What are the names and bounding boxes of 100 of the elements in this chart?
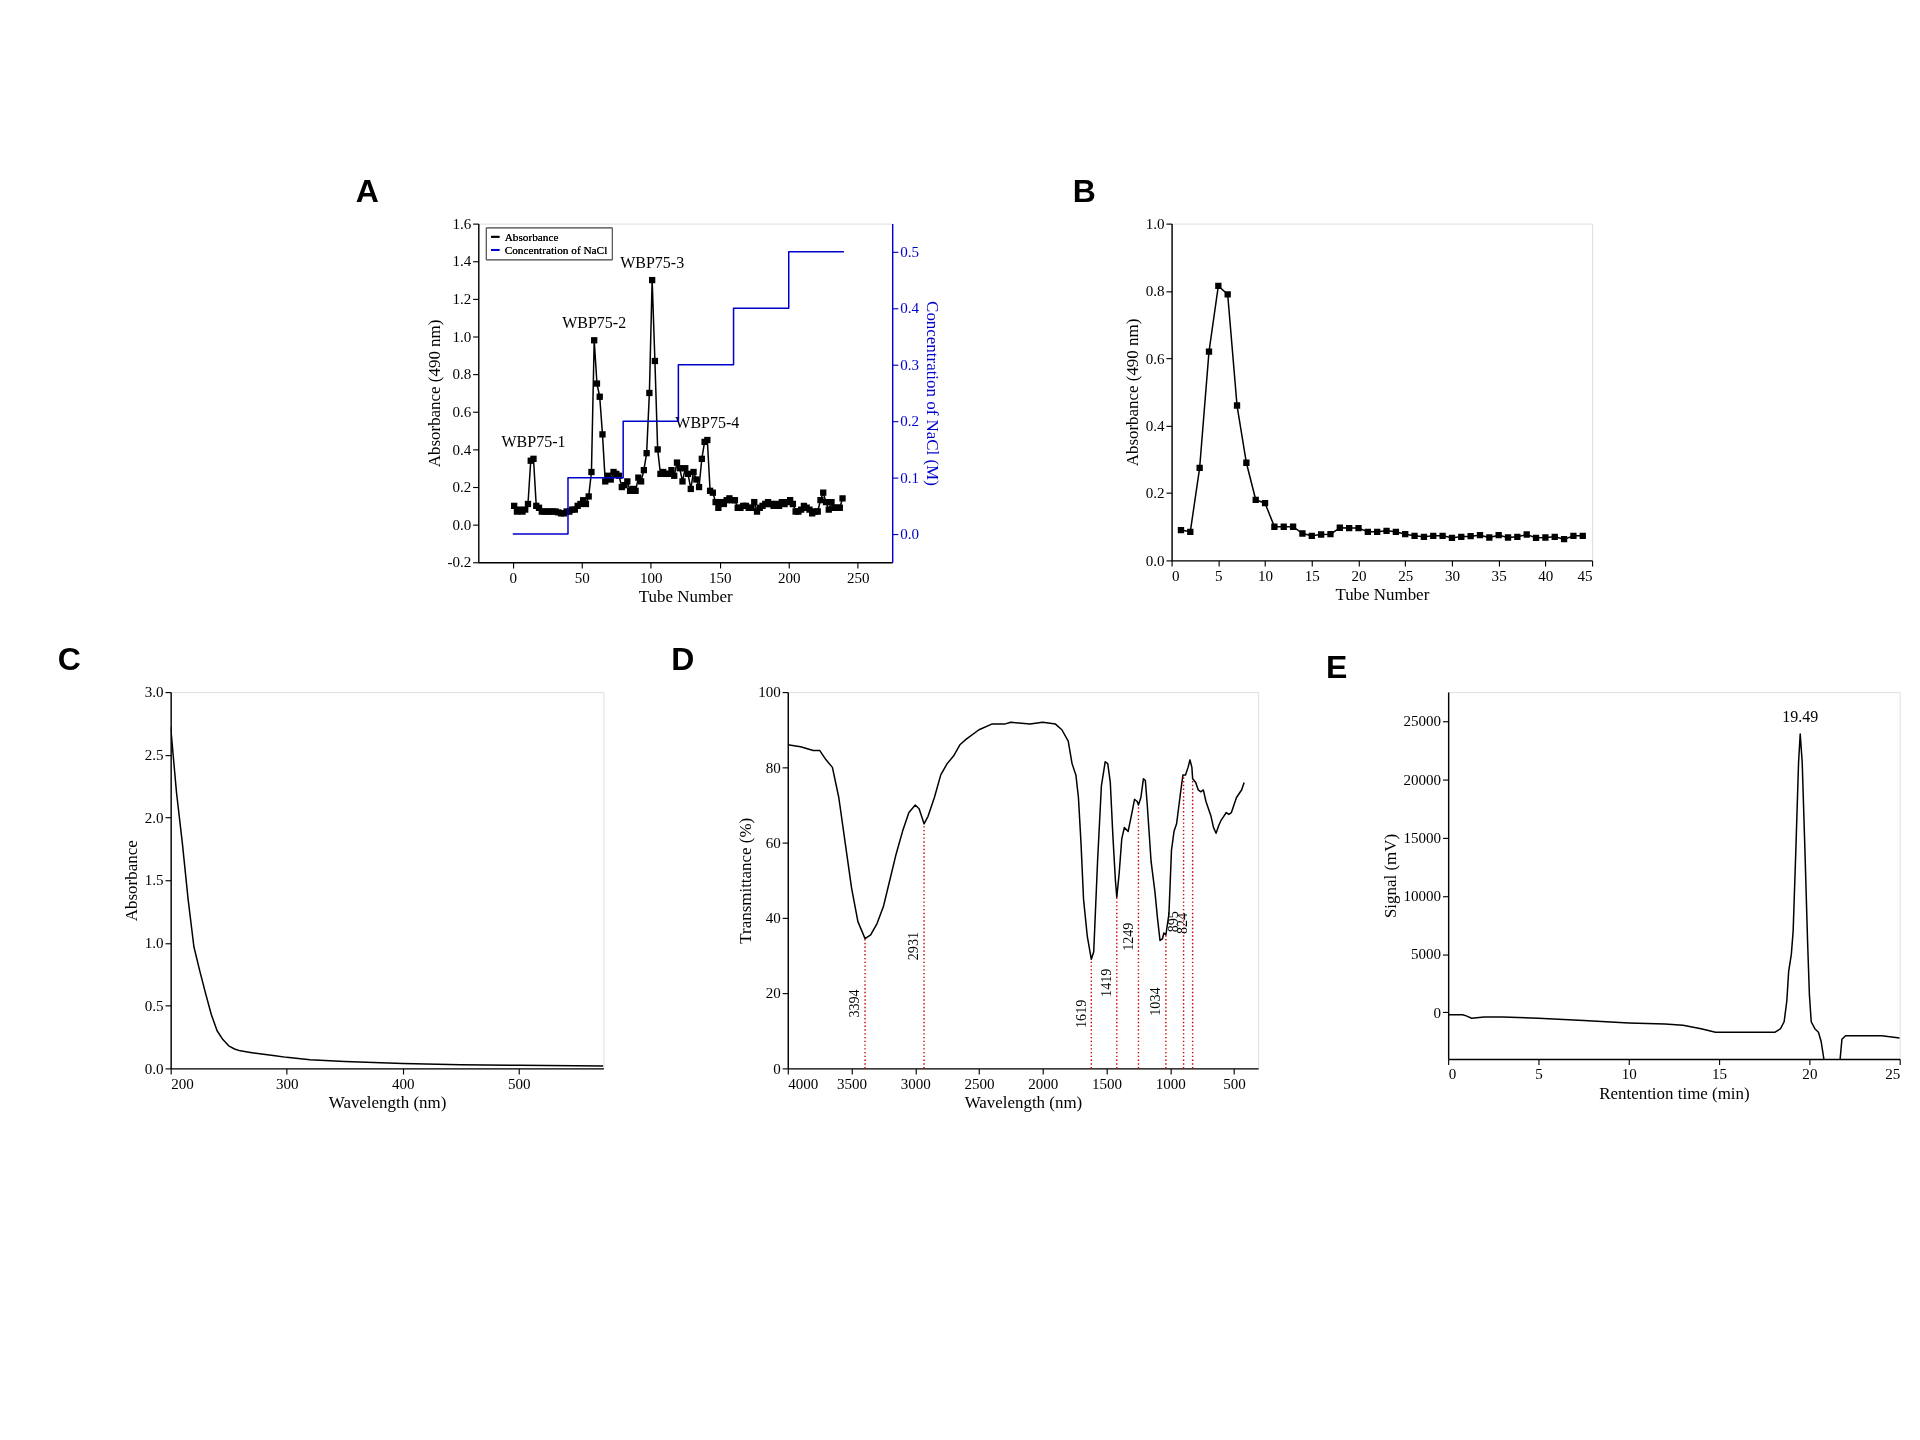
y-tick-label: 0.0: [452, 516, 472, 533]
y-axis-title: Absorbance: [122, 840, 142, 922]
point: [1271, 523, 1278, 530]
y2-tick-label: 0.5: [900, 244, 920, 261]
annotation: 19.49: [1782, 707, 1819, 725]
point: [1486, 534, 1493, 541]
point: [1523, 531, 1530, 538]
y-tick-label: 5000: [1411, 946, 1442, 963]
y-tick-label: 0.5: [144, 997, 164, 1014]
point: [1467, 533, 1474, 540]
point: [1308, 532, 1315, 539]
x-axis-title: Rentention time (min): [1599, 1083, 1750, 1103]
x-tick-label: 40: [1538, 567, 1554, 584]
y-axis-title: Absorbance (490 nm): [1123, 318, 1143, 467]
point: [1355, 524, 1362, 532]
x-tick-label: 400: [391, 1075, 415, 1092]
annotation: WBP75-3: [620, 253, 685, 271]
y-tick-label: 1.6: [452, 215, 472, 232]
chart-title: D: [671, 641, 695, 678]
point: [1570, 532, 1577, 539]
point: [1383, 527, 1390, 534]
x-tick-label: 20: [1802, 1066, 1818, 1083]
x-tick-label: 25: [1885, 1066, 1901, 1083]
ref-line-label: 1034: [1147, 987, 1164, 1016]
x-tick-label: 0: [1172, 567, 1180, 584]
y-tick-label: 2.5: [144, 747, 164, 764]
x-tick-label: 0: [1448, 1066, 1457, 1083]
y-axis-title: Signal (mV): [1380, 833, 1400, 919]
x-tick-label: 30: [1444, 567, 1460, 584]
x-tick-label: 0: [509, 569, 518, 586]
x-tick-label: 1000: [1155, 1075, 1186, 1092]
x-axis-title: Tube Number: [1335, 585, 1430, 605]
y-tick-label: 1.0: [1145, 215, 1165, 232]
point: [1289, 523, 1297, 530]
legend-label: Concentration of NaCl: [504, 243, 608, 256]
y-axis-title: Transmittance (%): [735, 817, 755, 944]
point: [1532, 534, 1540, 542]
y-tick-label: 1.0: [452, 328, 472, 345]
x-tick-label: 5: [1215, 567, 1223, 584]
point: [1336, 524, 1343, 531]
point: [1458, 533, 1465, 540]
point: [1346, 524, 1353, 532]
y-tick-label: 40: [765, 910, 781, 927]
x-tick-label: 15: [1712, 1066, 1728, 1083]
x-tick-label: 200: [777, 569, 801, 586]
annotation: WBP75-4: [675, 413, 740, 431]
point: [1261, 500, 1269, 507]
x-tick-label: 5: [1535, 1066, 1543, 1083]
chart-title: A: [355, 173, 379, 210]
ref-line-label: 1419: [1098, 968, 1115, 997]
point: [1280, 523, 1287, 530]
y2-tick-label: 0.1: [900, 469, 920, 486]
annotation: WBP75-2: [562, 314, 627, 332]
y-tick-label: 60: [765, 834, 781, 851]
point: [1495, 532, 1502, 539]
point: [1579, 532, 1586, 539]
point: [1402, 531, 1409, 538]
point: [1439, 532, 1446, 539]
y-tick-label: 0.8: [1145, 283, 1165, 300]
point: [1448, 534, 1456, 542]
y2-tick-label: 0.4: [900, 300, 920, 317]
point: [1430, 532, 1437, 539]
point: [1476, 532, 1484, 539]
y-tick-label: 2.0: [144, 809, 164, 826]
y-tick-label: 0: [1433, 1004, 1442, 1021]
point: [1177, 526, 1185, 534]
y-tick-label: 0.4: [452, 441, 472, 458]
ref-line-label: 2931: [905, 932, 922, 961]
x-tick-label: 35: [1491, 567, 1507, 584]
y-tick-label: 3.0: [144, 684, 164, 701]
point: [1364, 528, 1371, 535]
point: [1514, 533, 1521, 540]
point: [1560, 536, 1568, 543]
legend-label: Absorbance: [504, 230, 559, 243]
y-tick-label: 10000: [1403, 888, 1442, 905]
y-tick-label: -0.2: [447, 554, 472, 571]
y-tick-label: 0.6: [452, 403, 472, 420]
x-tick-label: 45: [1577, 567, 1593, 584]
y-tick-label: 1.2: [452, 291, 472, 308]
point: [1542, 534, 1549, 541]
x-tick-label: 10: [1258, 567, 1274, 584]
point: [1187, 528, 1194, 535]
x-tick-label: 20: [1351, 567, 1367, 584]
y2-tick-label: 0.2: [900, 413, 920, 430]
y-tick-label: 80: [765, 759, 781, 776]
x-tick-label: 3000: [900, 1075, 931, 1092]
point: [1215, 282, 1222, 290]
point: [1327, 531, 1334, 538]
y-tick-label: 15000: [1403, 829, 1442, 846]
point: [1504, 534, 1512, 541]
point: [1420, 533, 1428, 540]
x-tick-label: 150: [708, 569, 732, 586]
y-tick-label: 1.0: [144, 935, 164, 952]
x-axis-title: Tube Number: [638, 587, 734, 607]
point: [1233, 402, 1241, 409]
y-tick-label: 0.6: [1145, 350, 1166, 367]
y-tick-label: 0.0: [144, 1060, 164, 1077]
x-tick-label: 1500: [1091, 1075, 1122, 1092]
x-tick-label: 3500: [836, 1075, 868, 1092]
y-tick-label: 20: [765, 985, 781, 1002]
